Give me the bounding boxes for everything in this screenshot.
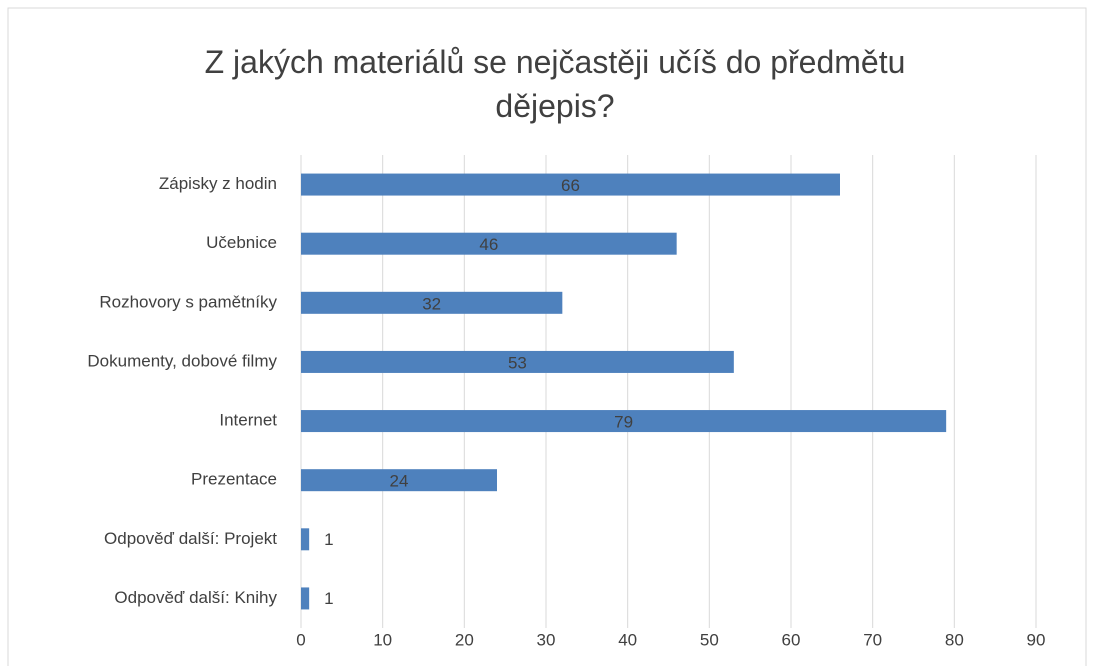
data-label: 1: [324, 530, 333, 549]
data-label: 32: [422, 294, 441, 313]
y-tick-label: Odpověď další: Knihy: [114, 588, 277, 607]
data-label: 66: [561, 176, 580, 195]
bar: [301, 173, 840, 196]
x-tick-label: 80: [945, 630, 964, 649]
bar: [301, 410, 947, 433]
y-tick-label: Internet: [219, 411, 277, 430]
data-label: 1: [324, 589, 333, 608]
data-label: 46: [479, 235, 498, 254]
chart-title: Z jakých materiálů se nejčastěji učíš do…: [204, 44, 906, 124]
bar: [301, 350, 734, 373]
data-label: 79: [614, 413, 633, 432]
y-tick-label: Dokumenty, dobové filmy: [87, 351, 277, 370]
x-tick-label: 30: [537, 630, 556, 649]
x-tick-label: 60: [782, 630, 801, 649]
x-tick-label: 50: [700, 630, 719, 649]
x-tick-label: 20: [455, 630, 474, 649]
x-tick-label: 10: [373, 630, 392, 649]
bar: [301, 291, 563, 314]
y-tick-label: Odpověď další: Projekt: [104, 529, 277, 548]
chart-border: [7, 7, 1087, 666]
bar: [301, 469, 497, 492]
x-tick-label: 70: [863, 630, 882, 649]
y-tick-label: Zápisky z hodin: [159, 174, 277, 193]
y-tick-label: Učebnice: [206, 233, 277, 252]
bar: [301, 232, 677, 255]
x-tick-label: 40: [618, 630, 637, 649]
bar: [301, 528, 310, 551]
x-tick-label: 90: [1027, 630, 1046, 649]
data-label: 53: [508, 353, 527, 372]
data-label: 24: [390, 472, 409, 491]
x-tick-label: 0: [296, 630, 305, 649]
bar: [301, 587, 310, 610]
y-tick-label: Prezentace: [191, 470, 277, 489]
y-tick-label: Rozhovory s pamětníky: [99, 292, 277, 311]
